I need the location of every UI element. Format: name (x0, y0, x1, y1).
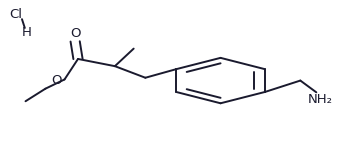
Text: O: O (52, 74, 62, 87)
Text: NH₂: NH₂ (307, 93, 333, 106)
Text: Cl: Cl (9, 8, 22, 21)
Text: H: H (21, 26, 31, 39)
Text: O: O (70, 27, 80, 40)
